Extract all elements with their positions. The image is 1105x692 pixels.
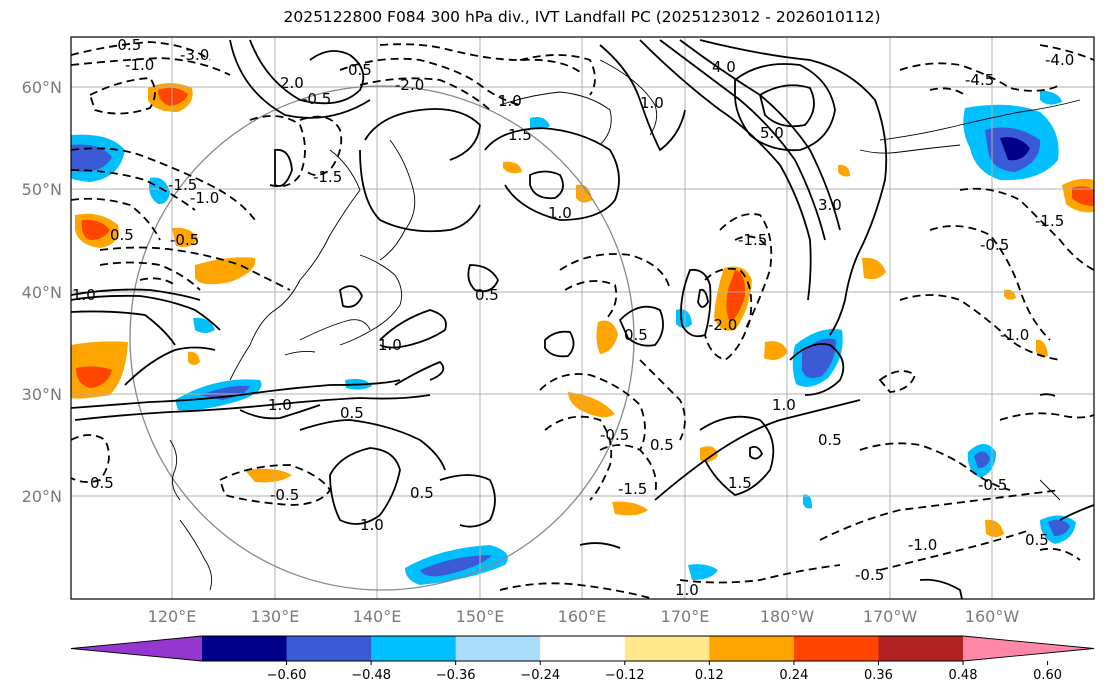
coastlines: [169, 59, 1081, 591]
contour-label: -2.0: [708, 316, 737, 334]
contour-label: -0.5: [978, 476, 1007, 494]
contour-label: -0.5: [980, 236, 1009, 254]
contour-label: 0.5: [90, 474, 114, 492]
lat-label: 50°N: [22, 180, 62, 199]
contour-label: 1.0: [72, 286, 96, 304]
contour-label: -1.5: [618, 480, 647, 498]
colorbar-segment: [202, 636, 288, 661]
contour-label-group: -0.5 -1.0 -3.0 -1.5 -1.0 0.5 -0.5 1.0 2.…: [72, 36, 1074, 599]
contour-label: 1.0: [360, 516, 384, 534]
contour-label: -0.5: [855, 566, 884, 584]
map-frame: [70, 36, 1095, 600]
contour-label: -1.0: [1000, 326, 1029, 344]
contour-label: 0.5: [340, 404, 364, 422]
longitude-labels: 120°E 130°E 140°E 150°E 160°E 170°E 180°…: [148, 607, 1020, 626]
contour-label: 1.0: [268, 396, 292, 414]
lon-label: 150°E: [456, 607, 505, 626]
shaded-divergence-field: [71, 83, 1094, 585]
lat-label: 60°N: [22, 78, 62, 97]
contour-label: -1.0: [908, 536, 937, 554]
contour-label: -4.0: [1045, 51, 1074, 69]
contour-label: -1.0: [125, 56, 154, 74]
lon-label: 130°E: [251, 607, 300, 626]
contour-label: -1.5: [738, 231, 767, 249]
lon-label: 140°E: [353, 607, 402, 626]
lat-label: 40°N: [22, 283, 62, 302]
colorbar: −0.60 −0.48 −0.36 −0.24 −0.12 0.12 0.24 0.36 0.4…: [70, 635, 1095, 683]
lon-label: 120°E: [148, 607, 197, 626]
contour-label: 0.5: [348, 61, 372, 79]
latitude-labels: 60°N 50°N 40°N 30°N 20°N: [22, 78, 62, 506]
contour-label: 0.5: [410, 484, 434, 502]
colorbar-tick-label: 0.36: [864, 668, 893, 683]
colorbar-extend-low: [71, 636, 202, 661]
colorbar-extend-high: [963, 636, 1094, 661]
contour-label: 1.5: [508, 126, 532, 144]
dashed-contour-lines: [71, 41, 1094, 599]
contour-label: 1.0: [772, 396, 796, 414]
contour-label: -0.5: [600, 426, 629, 444]
contour-label: 0.5: [1025, 531, 1049, 549]
colorbar-tick-label: −0.24: [520, 668, 560, 683]
contour-label: 0.5: [818, 431, 842, 449]
contour-label: -0.5: [112, 36, 141, 54]
colorbar-outline: [70, 635, 1095, 662]
landfall-region-circle: [129, 85, 635, 591]
contour-label: 5.0: [760, 124, 784, 142]
contour-label: 1.0: [548, 204, 572, 222]
lon-label: 180°W: [760, 607, 815, 626]
colorbar-tick-label: −0.12: [605, 668, 645, 683]
colorbar-segment: [540, 636, 626, 661]
contour-label: -1.0: [190, 189, 219, 207]
lon-label: 170°E: [661, 607, 710, 626]
contour-label: -3.0: [180, 46, 209, 64]
contour-label: -1.5: [1035, 212, 1064, 230]
contour-label: 0.5: [475, 286, 499, 304]
colorbar-segment: [878, 636, 964, 661]
colorbar-segment: [624, 636, 710, 661]
colorbar-tick-label: 0.12: [695, 668, 724, 683]
contour-lines: [71, 39, 1094, 599]
graticule: [71, 37, 1094, 599]
contour-label: -0.5: [302, 90, 331, 108]
colorbar-tick-label: −0.48: [351, 668, 391, 683]
contour-label: 1.5: [728, 474, 752, 492]
contour-label: 1.0: [498, 92, 522, 110]
contour-label: 3.0: [818, 196, 842, 214]
contour-label: 2.0: [280, 74, 304, 92]
contour-label: 1.0: [378, 336, 402, 354]
contour-label: 0.5: [110, 226, 134, 244]
contour-label: 4.0: [712, 58, 736, 76]
contour-label: -0.5: [170, 231, 199, 249]
colorbar-segment: [286, 636, 372, 661]
lon-label: 160°W: [965, 607, 1020, 626]
colorbar-tick-label: 0.48: [949, 668, 978, 683]
map-title: 2025122800 F084 300 hPa div., IVT Landfa…: [283, 8, 881, 26]
contour-label: -2.0: [395, 76, 424, 94]
lon-label: 160°E: [558, 607, 607, 626]
colorbar-segment: [793, 636, 879, 661]
contour-label: -1.5: [313, 168, 342, 186]
lon-label: 170°W: [863, 607, 918, 626]
contour-label: -0.5: [270, 486, 299, 504]
colorbar-segment: [455, 636, 541, 661]
colorbar-tick-label: 0.60: [1033, 668, 1062, 683]
contour-label: -4.5: [965, 71, 994, 89]
contour-label: 0.5: [650, 436, 674, 454]
colorbar-tick-label: −0.60: [267, 668, 307, 683]
contour-label: -1.5: [168, 176, 197, 194]
contour-label: 1.0: [640, 94, 664, 112]
lat-label: 20°N: [22, 487, 62, 506]
lat-label: 30°N: [22, 385, 62, 404]
colorbar-tick-label: −0.36: [436, 668, 476, 683]
contour-label: 0.5: [624, 326, 648, 344]
colorbar-segment: [709, 636, 795, 661]
contour-label: 1.0: [675, 581, 699, 599]
colorbar-tick-label: 0.24: [779, 668, 808, 683]
colorbar-segment: [371, 636, 457, 661]
